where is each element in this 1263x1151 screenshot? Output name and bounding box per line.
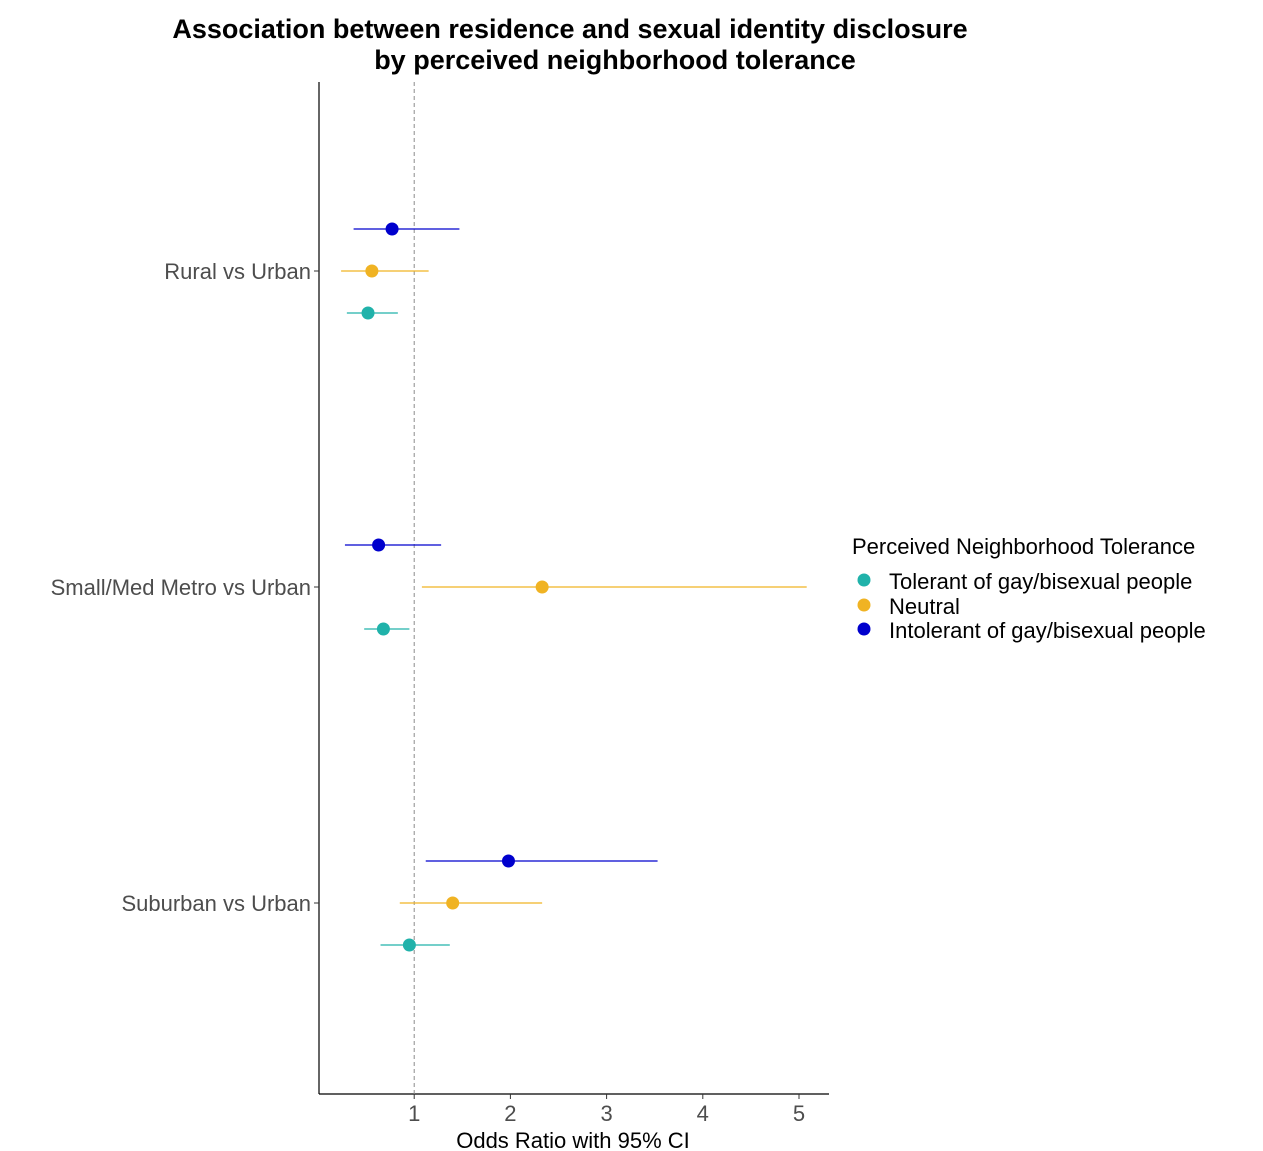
series-layer (341, 222, 807, 952)
x-tick-label: 3 (600, 1101, 612, 1126)
legend-label-neutral: Neutral (889, 594, 960, 619)
x-tick-label: 5 (793, 1101, 805, 1126)
chart-title: Association between residence and sexual… (172, 14, 967, 75)
legend-label-intolerant-of-gay-bisexual-people: Intolerant of gay/bisexual people (889, 618, 1206, 643)
plot-panel (318, 82, 829, 1095)
point-intolerant-of-gay-bisexual-people-suburban-vs-urban (501, 854, 515, 868)
x-tick-label: 1 (408, 1101, 420, 1126)
x-axis-ticks: 1 2 3 4 5 (408, 1094, 805, 1126)
legend-label-tolerant-of-gay-bisexual-people: Tolerant of gay/bisexual people (889, 569, 1192, 594)
legend-title: Perceived Neighborhood Tolerance (852, 534, 1195, 559)
chart-title-line-1: Association between residence and sexual… (172, 14, 967, 44)
point-tolerant-of-gay-bisexual-people-suburban-vs-urban (402, 938, 416, 952)
legend: Perceived Neighborhood Tolerance Toleran… (852, 534, 1206, 643)
chart-title-line-2: by perceived neighborhood tolerance (374, 45, 856, 75)
series-intolerant-of-gay-bisexual-people (344, 222, 658, 868)
y-tick-label-suburban-vs-urban: Suburban vs Urban (121, 891, 311, 916)
point-neutral-rural-vs-urban (365, 264, 379, 278)
x-axis-title: Odds Ratio with 95% CI (456, 1128, 690, 1151)
legend-key-neutral (857, 598, 871, 612)
x-tick-label: 2 (504, 1101, 516, 1126)
legend-key-intolerant-of-gay-bisexual-people (857, 622, 871, 636)
y-axis-ticks: Rural vs Urban Small/Med Metro vs Urban Su… (51, 259, 319, 916)
series-tolerant-of-gay-bisexual-people (346, 306, 450, 952)
point-neutral-suburban-vs-urban (446, 896, 460, 910)
series-neutral (341, 264, 807, 910)
point-tolerant-of-gay-bisexual-people-small-med-metro-vs-urban (376, 622, 390, 636)
x-tick-label: 4 (697, 1101, 709, 1126)
point-neutral-small-med-metro-vs-urban (535, 580, 549, 594)
point-tolerant-of-gay-bisexual-people-rural-vs-urban (361, 306, 375, 320)
point-intolerant-of-gay-bisexual-people-rural-vs-urban (385, 222, 399, 236)
point-intolerant-of-gay-bisexual-people-small-med-metro-vs-urban (372, 538, 386, 552)
y-tick-label-small-med-metro-vs-urban: Small/Med Metro vs Urban (51, 575, 311, 600)
legend-key-tolerant-of-gay-bisexual-people (857, 573, 871, 587)
y-tick-label-rural-vs-urban: Rural vs Urban (164, 259, 311, 284)
